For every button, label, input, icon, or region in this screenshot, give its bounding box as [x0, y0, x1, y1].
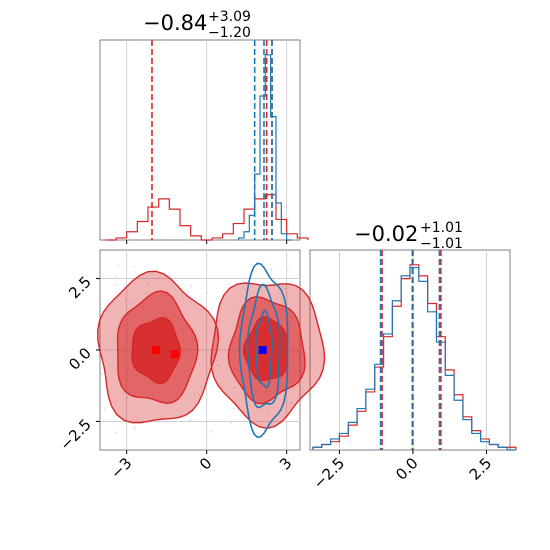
scatter-sample-point — [233, 386, 236, 389]
scatter-sample-point — [290, 402, 292, 405]
scatter-sample-point — [230, 421, 233, 424]
scatter-ytick-label: −2.5 — [56, 416, 94, 454]
scatter-sample-point — [219, 366, 222, 368]
scatter-sample-point — [126, 396, 129, 399]
scatter-xtick-label: 3 — [276, 454, 295, 473]
scatter-sample-point — [145, 292, 147, 295]
scatter-sample-point — [197, 338, 199, 341]
scatter-sample-point — [287, 268, 289, 271]
scatter-sample-point — [206, 292, 209, 295]
scatter-ytick-label: 2.5 — [65, 273, 95, 303]
scatter-sample-point — [217, 364, 219, 367]
hist-p2-xtick-label: −2.5 — [310, 454, 348, 492]
hist-p2-title-lower: −1.01 — [420, 236, 463, 252]
scatter-sample-point — [233, 407, 236, 410]
mode-marker-1 — [170, 350, 179, 359]
blue-mode-contour-1 — [246, 283, 281, 409]
hist-p1-title-main: −0.84 — [143, 11, 207, 35]
scatter-sample-point — [122, 393, 124, 395]
scatter-xtick-label: −3 — [107, 454, 135, 482]
scatter-sample-point — [284, 287, 287, 290]
scatter-sample-point — [267, 409, 270, 412]
hist-p1-title-upper: +3.09 — [208, 9, 251, 25]
scatter-sample-point — [129, 302, 132, 305]
hist-p2-title-main: −0.02 — [354, 222, 418, 246]
scatter-sample-point — [236, 308, 238, 311]
scatter-sample-point — [210, 430, 212, 433]
hist-p2-title: −0.02 +1.01 −1.01 — [354, 220, 463, 252]
scatter-sample-point — [108, 364, 111, 366]
scatter-sample-point — [117, 265, 119, 267]
scatter-sample-point — [104, 408, 106, 411]
scatter-sample-point — [115, 431, 118, 433]
scatter-sample-point — [100, 373, 103, 375]
mode-marker-0 — [152, 346, 160, 354]
scatter-sample-point — [208, 378, 211, 380]
blue-mode-contour-0 — [238, 262, 289, 439]
scatter-xtick-label: 0 — [196, 454, 215, 473]
scatter-sample-point — [115, 276, 117, 278]
hist-p2-xtick-label: 2.5 — [466, 454, 496, 484]
blue-mode-contour-2 — [254, 309, 273, 389]
scatter-ytick-label: 0.0 — [65, 344, 95, 374]
hist-p2-series-1-step — [312, 266, 516, 451]
scatter-sample-point — [114, 284, 117, 286]
scatter-sample-point — [124, 298, 126, 301]
scatter-sample-point — [198, 394, 201, 397]
scatter-sample-point — [216, 359, 218, 361]
scatter-sample-point — [132, 428, 135, 431]
hist-p2-xtick-label: 0.0 — [392, 454, 422, 484]
scatter-p1-p2-panel — [96, 249, 326, 451]
hist-p2-title-upper: +1.01 — [420, 220, 463, 236]
hist-p1-frame — [99, 39, 301, 241]
scatter-sample-point — [186, 291, 189, 293]
scatter-sample-point — [190, 285, 193, 287]
hist-p1-series-0-step — [105, 194, 309, 241]
hist-p1-series-1-step — [238, 54, 292, 241]
scatter-sample-point — [134, 426, 137, 428]
hist-p2-frame — [309, 249, 511, 451]
scatter-sample-point — [189, 419, 191, 422]
hist-p1-title-lower: −1.20 — [208, 25, 251, 41]
hist-p1-title: −0.84 +3.09 −1.20 — [143, 9, 251, 41]
mode-marker-2 — [258, 346, 267, 354]
scatter-sample-point — [146, 283, 149, 285]
scatter-sample-point — [270, 268, 273, 271]
scatter-sample-point — [216, 354, 219, 357]
scatter-sample-point — [193, 394, 195, 397]
hist-p1-panel — [99, 39, 309, 241]
scatter-sample-point — [133, 265, 135, 268]
scatter-sample-point — [188, 395, 190, 397]
hist-p2-panel — [309, 249, 517, 451]
